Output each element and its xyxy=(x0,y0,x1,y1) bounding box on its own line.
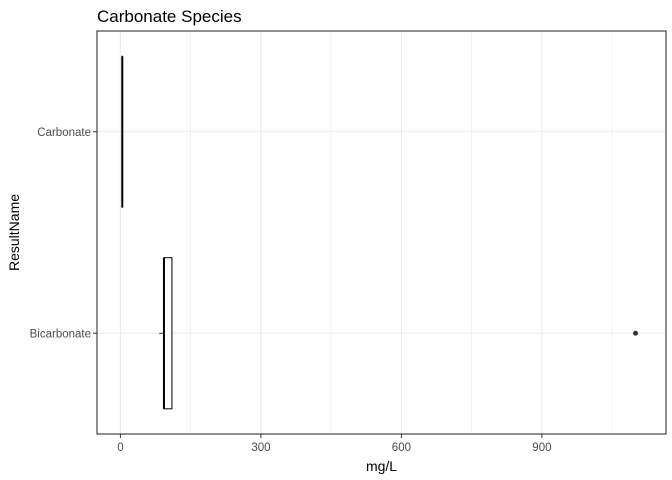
box xyxy=(163,257,173,410)
x-tick-label: 600 xyxy=(392,442,411,454)
x-axis-label: mg/L xyxy=(366,458,397,474)
y-tick-label: Carbonate xyxy=(37,127,91,139)
x-tick-label: 300 xyxy=(251,442,270,454)
x-tick-label: 900 xyxy=(532,442,551,454)
boxplot-bicarbonate xyxy=(159,257,639,410)
panel-border xyxy=(96,30,667,435)
y-axis-label: ResultName xyxy=(6,194,22,271)
x-tick-label: 0 xyxy=(117,442,123,454)
chart-title: Carbonate Species xyxy=(97,7,242,26)
axes-layer: 0 300 600 900 Carbonate Bicarbonate xyxy=(30,127,552,454)
y-tick-label: Bicarbonate xyxy=(30,328,91,340)
marks-layer xyxy=(121,55,639,410)
outlier-point xyxy=(633,330,639,336)
grid-layer xyxy=(97,31,666,434)
